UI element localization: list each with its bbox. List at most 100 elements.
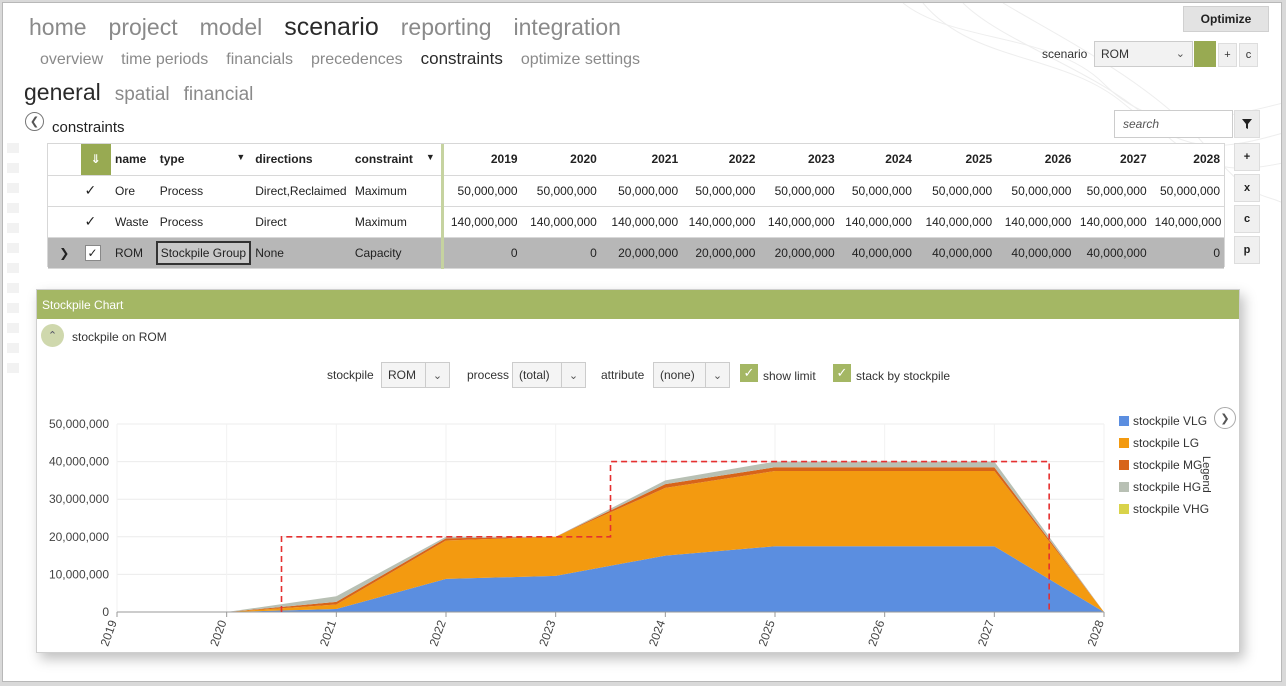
cell-type[interactable]: Stockpile Group	[155, 237, 252, 269]
add-constraint-button[interactable]: +	[1234, 143, 1260, 171]
tab-constraints[interactable]: constraints	[420, 49, 503, 68]
col-header-year[interactable]: 2028	[1150, 144, 1224, 176]
cell-name[interactable]: ROM	[111, 237, 156, 269]
sort-icon[interactable]: ⇓	[80, 144, 111, 176]
cell-directions[interactable]: Direct,Reclaimed	[251, 175, 351, 207]
legend-item[interactable]: stockpile LG	[1119, 432, 1209, 454]
nav-home[interactable]: home	[29, 14, 87, 40]
tab-optimize-settings[interactable]: optimize settings	[520, 51, 640, 68]
legend-item[interactable]: stockpile VHG	[1119, 498, 1209, 520]
cell-value[interactable]: 50,000,000	[521, 175, 601, 207]
back-arrow-icon[interactable]: ❮	[25, 112, 44, 131]
legend-item[interactable]: stockpile HG	[1119, 476, 1209, 498]
search-input[interactable]: search	[1114, 110, 1233, 138]
chevron-right-icon[interactable]: ❯	[1214, 407, 1236, 429]
row-checkbox[interactable]: ✓	[80, 175, 111, 207]
row-checkbox[interactable]: ✓	[80, 206, 111, 238]
cell-value[interactable]: 140,000,000	[600, 206, 683, 238]
cell-constraint[interactable]: Maximum	[350, 206, 443, 238]
nav-project[interactable]: project	[108, 14, 178, 40]
copy-scenario-button[interactable]: c	[1239, 43, 1258, 67]
paste-constraint-button[interactable]: p	[1234, 236, 1260, 264]
cell-value[interactable]: 0	[1150, 237, 1224, 269]
cell-value[interactable]: 40,000,000	[1075, 237, 1151, 269]
filter-icon[interactable]: ▼	[425, 152, 435, 163]
cell-directions[interactable]: None	[251, 237, 351, 269]
cell-constraint[interactable]: Capacity	[350, 237, 443, 269]
cell-value[interactable]: 20,000,000	[600, 237, 683, 269]
col-header-year[interactable]: 2025	[915, 144, 997, 176]
cell-value[interactable]: 50,000,000	[838, 175, 916, 207]
cell-value[interactable]: 140,000,000	[682, 206, 760, 238]
delete-constraint-button[interactable]: x	[1234, 174, 1260, 202]
cell-value[interactable]: 50,000,000	[682, 175, 760, 207]
col-header-year[interactable]: 2027	[1075, 144, 1151, 176]
subtab-spatial[interactable]: spatial	[114, 84, 170, 105]
add-scenario-button[interactable]: +	[1218, 43, 1237, 67]
col-header-year[interactable]: 2024	[838, 144, 916, 176]
filter-button[interactable]	[1234, 110, 1260, 138]
show-limit-checkbox[interactable]: ✓	[740, 364, 758, 382]
cell-value[interactable]: 40,000,000	[915, 237, 997, 269]
col-header-year[interactable]: 2026	[996, 144, 1076, 176]
cell-value[interactable]: 40,000,000	[996, 237, 1076, 269]
col-header-year[interactable]: 2019	[440, 144, 522, 176]
cell-value[interactable]: 140,000,000	[996, 206, 1076, 238]
col-header-year[interactable]: 2023	[759, 144, 839, 176]
tab-time-periods[interactable]: time periods	[121, 51, 209, 68]
subtab-financial[interactable]: financial	[183, 84, 254, 105]
stack-by-stockpile-checkbox[interactable]: ✓	[833, 364, 851, 382]
col-header-type[interactable]: type ▼	[155, 144, 252, 176]
attribute-select[interactable]: (none) ⌄	[653, 362, 730, 388]
cell-name[interactable]: Waste	[111, 206, 156, 238]
cell-type-editor[interactable]: Stockpile Group	[155, 240, 252, 265]
cell-value[interactable]: 50,000,000	[1150, 175, 1224, 207]
cell-value[interactable]: 20,000,000	[682, 237, 760, 269]
scenario-select[interactable]: ROM ⌄	[1094, 41, 1193, 67]
col-header-year[interactable]: 2022	[682, 144, 760, 176]
cell-value[interactable]: 140,000,000	[1150, 206, 1224, 238]
cell-value[interactable]: 50,000,000	[915, 175, 997, 207]
cell-value[interactable]: 50,000,000	[600, 175, 683, 207]
cell-constraint[interactable]: Maximum	[350, 175, 443, 207]
process-select[interactable]: (total) ⌄	[512, 362, 586, 388]
cell-type[interactable]: Process	[155, 206, 252, 238]
tab-precedences[interactable]: precedences	[311, 51, 403, 68]
copy-constraint-button[interactable]: c	[1234, 205, 1260, 233]
table-row-selected[interactable]: ❯ ✓ ROM Stockpile Group None Capacity 0 …	[48, 237, 1224, 269]
cell-name[interactable]: Ore	[111, 175, 156, 207]
cell-value[interactable]: 140,000,000	[1075, 206, 1151, 238]
cell-value[interactable]: 0	[440, 237, 522, 269]
col-header-constraint[interactable]: constraint ▼	[350, 144, 443, 176]
col-header-name[interactable]: name	[111, 144, 156, 176]
col-header-year[interactable]: 2020	[521, 144, 601, 176]
optimize-button[interactable]: Optimize	[1183, 6, 1269, 32]
nav-integration[interactable]: integration	[513, 14, 621, 40]
cell-value[interactable]: 50,000,000	[759, 175, 839, 207]
cell-value[interactable]: 20,000,000	[759, 237, 839, 269]
legend-item[interactable]: stockpile MG	[1119, 454, 1209, 476]
cell-value[interactable]: 140,000,000	[915, 206, 997, 238]
col-header-directions[interactable]: directions	[251, 144, 351, 176]
tab-financials[interactable]: financials	[226, 51, 293, 68]
filter-icon[interactable]: ▼	[236, 152, 246, 163]
cell-directions[interactable]: Direct	[251, 206, 351, 238]
cell-value[interactable]: 50,000,000	[1075, 175, 1151, 207]
col-header-year[interactable]: 2021	[600, 144, 683, 176]
chevron-up-icon[interactable]: ⌃	[41, 324, 64, 347]
cell-value[interactable]: 50,000,000	[440, 175, 522, 207]
cell-value[interactable]: 140,000,000	[759, 206, 839, 238]
cell-value[interactable]: 50,000,000	[996, 175, 1076, 207]
tab-overview[interactable]: overview	[40, 51, 104, 68]
nav-model[interactable]: model	[199, 14, 263, 40]
cell-value[interactable]: 140,000,000	[838, 206, 916, 238]
row-checkbox[interactable]: ✓	[80, 237, 111, 269]
cell-value[interactable]: 0	[521, 237, 601, 269]
cell-value[interactable]: 40,000,000	[838, 237, 916, 269]
nav-scenario[interactable]: scenario	[284, 13, 379, 41]
chevron-right-icon[interactable]: ❯	[48, 237, 81, 269]
nav-reporting[interactable]: reporting	[400, 14, 492, 40]
cell-value[interactable]: 140,000,000	[440, 206, 522, 238]
scenario-color-swatch[interactable]	[1194, 41, 1216, 67]
table-row[interactable]: ✓ Waste Process Direct Maximum 140,000,0…	[48, 206, 1224, 238]
